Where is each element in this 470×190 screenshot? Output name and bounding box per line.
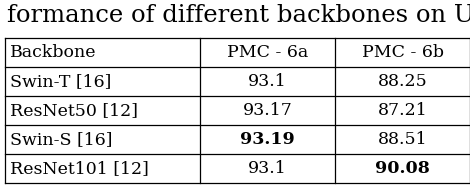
Text: 88.51: 88.51 [378,131,427,148]
Text: 93.19: 93.19 [240,131,295,148]
Text: Backbone: Backbone [10,44,96,61]
Text: Swin-S [16]: Swin-S [16] [10,131,112,148]
Text: Swin-T [16]: Swin-T [16] [10,73,111,90]
Text: 93.17: 93.17 [243,102,292,119]
Text: PMC - 6b: PMC - 6b [361,44,444,61]
Text: 88.25: 88.25 [377,73,427,90]
Text: 93.1: 93.1 [248,73,287,90]
Text: ResNet50 [12]: ResNet50 [12] [10,102,138,119]
Text: formance of different backbones on UB: formance of different backbones on UB [7,4,470,27]
Text: 93.1: 93.1 [248,160,287,177]
Text: PMC - 6a: PMC - 6a [227,44,308,61]
Text: 87.21: 87.21 [377,102,427,119]
Text: ResNet101 [12]: ResNet101 [12] [10,160,149,177]
Text: 90.08: 90.08 [375,160,430,177]
